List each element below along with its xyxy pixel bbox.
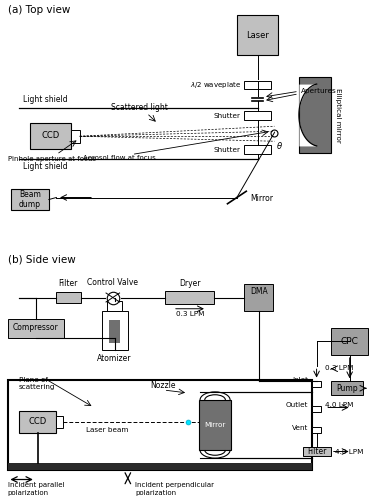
Bar (8, 463, 312, 470)
Bar (244, 80, 271, 89)
Text: Shutter: Shutter (214, 146, 241, 152)
Text: CPC: CPC (341, 337, 359, 346)
Text: Dryer: Dryer (179, 279, 201, 288)
Bar (331, 381, 363, 395)
Bar (107, 301, 122, 311)
Text: Scattered light: Scattered light (111, 104, 168, 112)
Text: 0.3 LPM: 0.3 LPM (325, 365, 353, 371)
Text: Elliptical mirror: Elliptical mirror (335, 88, 341, 142)
Bar (102, 311, 128, 350)
Text: 4.0 LPM: 4.0 LPM (325, 402, 353, 408)
Text: 4.0 LPM: 4.0 LPM (335, 448, 363, 454)
Bar (244, 145, 271, 154)
Text: 0.3 LPM: 0.3 LPM (176, 310, 204, 316)
Text: Incident perpendicular
polarization: Incident perpendicular polarization (135, 482, 214, 496)
Text: $\theta$: $\theta$ (276, 140, 284, 151)
Bar (312, 380, 321, 387)
Text: (a) Top view: (a) Top view (8, 5, 70, 15)
Bar (56, 292, 81, 303)
Text: Light shield: Light shield (23, 96, 67, 104)
Text: CCD: CCD (42, 130, 60, 140)
Text: Light shield: Light shield (23, 162, 67, 171)
Text: Mirror: Mirror (250, 194, 273, 203)
Text: Apertures: Apertures (301, 88, 337, 94)
Text: Outlet: Outlet (286, 402, 308, 408)
Text: Filter: Filter (307, 447, 327, 456)
Text: CCD: CCD (29, 418, 47, 426)
Bar (109, 320, 120, 342)
Bar (199, 400, 231, 450)
Text: (b) Side view: (b) Side view (8, 255, 75, 265)
Bar (56, 416, 63, 428)
Bar (165, 290, 214, 304)
Text: Laser: Laser (246, 30, 269, 40)
Bar (312, 406, 321, 412)
Text: Nozzle: Nozzle (150, 380, 176, 390)
Text: $\lambda$/2 waveplate: $\lambda$/2 waveplate (190, 80, 241, 90)
Text: Aerosol flow at focus: Aerosol flow at focus (83, 156, 155, 162)
Text: Beam
dump: Beam dump (19, 190, 41, 209)
Text: DMA: DMA (250, 287, 268, 296)
Text: Incident parallel
polarization: Incident parallel polarization (8, 482, 64, 496)
Bar (331, 328, 368, 355)
Bar (303, 447, 331, 456)
Text: Laser beam: Laser beam (86, 427, 129, 433)
Text: Inlet: Inlet (292, 377, 308, 383)
Text: Pump: Pump (336, 384, 358, 393)
Bar (30, 122, 71, 149)
Text: Plane of
scattering: Plane of scattering (19, 378, 55, 390)
Bar (244, 284, 273, 311)
Text: Pinhole aperture at focus: Pinhole aperture at focus (8, 156, 96, 162)
Bar (19, 411, 56, 432)
Text: Vent: Vent (292, 424, 308, 430)
Text: Shutter: Shutter (214, 113, 241, 118)
Bar (11, 188, 49, 210)
Bar (8, 380, 312, 470)
Text: Filter: Filter (59, 279, 78, 288)
Bar (237, 15, 278, 55)
Bar (312, 427, 321, 432)
Bar (299, 78, 331, 152)
Text: Compressor: Compressor (13, 324, 59, 332)
Bar (8, 319, 64, 338)
Text: Control Valve: Control Valve (87, 278, 138, 287)
Text: Atomizer: Atomizer (97, 354, 132, 363)
Text: Mirror: Mirror (205, 422, 226, 428)
Bar (71, 130, 80, 142)
Bar (244, 112, 271, 120)
